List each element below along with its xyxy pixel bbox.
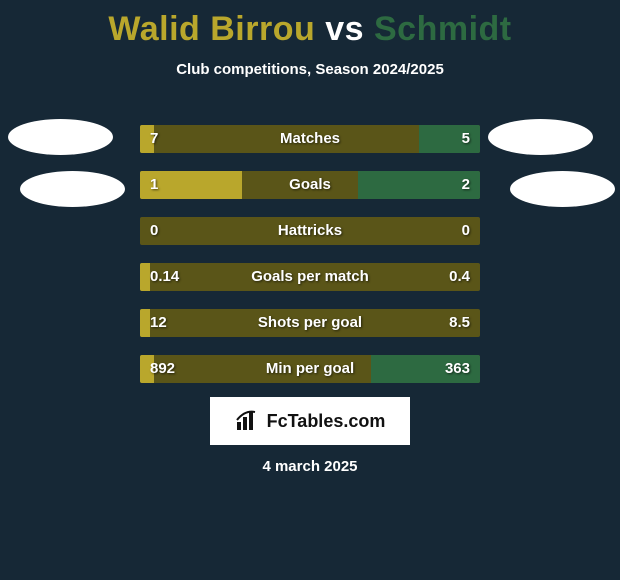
- fctables-logo: FcTables.com: [210, 397, 410, 445]
- stat-label: Shots per goal: [140, 309, 480, 337]
- stat-row: 12Shots per goal8.5: [140, 309, 480, 337]
- title-vs: vs: [325, 10, 364, 48]
- stat-label: Min per goal: [140, 355, 480, 383]
- stat-row: 1Goals2: [140, 171, 480, 199]
- player2-name: Schmidt: [374, 10, 512, 48]
- stat-value-p2: 5: [462, 125, 470, 153]
- avatar-placeholder: [488, 119, 593, 155]
- stat-value-p2: 363: [445, 355, 470, 383]
- logo-text: FcTables.com: [267, 411, 386, 432]
- stat-value-p2: 0.4: [449, 263, 470, 291]
- stat-value-p2: 0: [462, 217, 470, 245]
- stat-rows: 7Matches5 1Goals2 0Hattricks0 0.14Goals per…: [140, 125, 480, 401]
- stat-label: Matches: [140, 125, 480, 153]
- subtitle: Club competitions, Season 2024/2025: [0, 61, 620, 78]
- stat-label: Hattricks: [140, 217, 480, 245]
- date-text: 4 march 2025: [0, 458, 620, 475]
- stat-value-p2: 2: [462, 171, 470, 199]
- comparison-title: Walid Birrou vs Schmidt: [0, 0, 620, 49]
- stat-row: 7Matches5: [140, 125, 480, 153]
- stat-row: 0Hattricks0: [140, 217, 480, 245]
- logo-bars-icon: [235, 410, 261, 432]
- player1-name: Walid Birrou: [108, 10, 315, 48]
- avatar-placeholder: [8, 119, 113, 155]
- stat-label: Goals: [140, 171, 480, 199]
- stat-row: 0.14Goals per match0.4: [140, 263, 480, 291]
- stat-row: 892Min per goal363: [140, 355, 480, 383]
- stat-label: Goals per match: [140, 263, 480, 291]
- avatar-placeholder: [20, 171, 125, 207]
- avatar-placeholder: [510, 171, 615, 207]
- stat-value-p2: 8.5: [449, 309, 470, 337]
